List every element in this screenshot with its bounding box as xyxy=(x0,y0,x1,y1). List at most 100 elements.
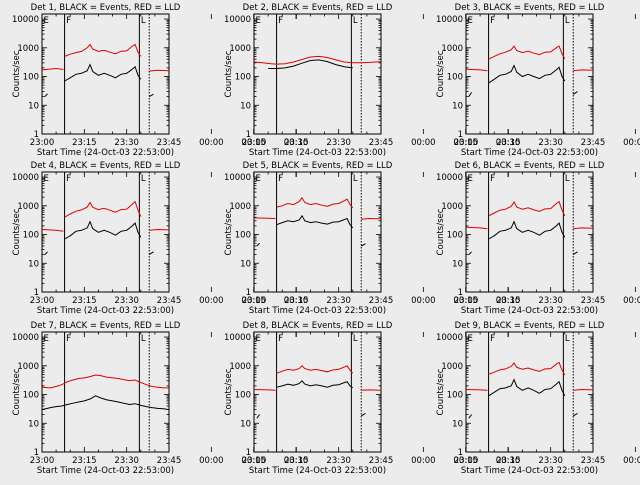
panel-title: Det 2, BLACK = Events, RED = LLD xyxy=(243,3,393,13)
x-axis-label: Start Time (24-Oct-03 22:53:00) xyxy=(37,466,174,476)
x-tick-label: 23:15 xyxy=(496,456,521,466)
x-tick-label: 23:45 xyxy=(157,456,182,466)
panel-det-5: Det 5, BLACK = Events, RED = LLD11010010… xyxy=(224,161,520,316)
panel-det-7: Det 7, BLACK = Events, RED = LLD11010010… xyxy=(12,321,308,476)
y-tick-label: 10 xyxy=(28,101,39,111)
lld-series-line xyxy=(42,230,63,232)
x-tick-label: 00:00 xyxy=(411,456,436,466)
y-axis-label: Counts/sec xyxy=(12,50,22,97)
y-tick-label: 10 xyxy=(452,419,463,429)
flag-label-l: L xyxy=(565,334,570,344)
x-tick-label: 23:00 xyxy=(30,138,55,148)
y-tick-label: 100 xyxy=(235,73,251,83)
events-series-line xyxy=(469,415,472,419)
y-tick-label: 10000 xyxy=(224,173,251,183)
y-tick-label: 10 xyxy=(28,419,39,429)
x-tick-label: 23:30 xyxy=(114,456,139,466)
flag-label-f: F xyxy=(490,174,495,184)
x-tick-label: 00:00 xyxy=(199,296,224,306)
flag-label-e: E xyxy=(468,174,473,184)
x-tick-label: 23:30 xyxy=(326,296,351,306)
events-series-line xyxy=(489,380,565,396)
x-tick-label: 23:15 xyxy=(284,456,309,466)
panel-det-3: Det 3, BLACK = Events, RED = LLD11010010… xyxy=(436,3,640,158)
x-tick-label: 23:30 xyxy=(538,138,563,148)
lld-series-line xyxy=(277,198,353,208)
y-tick-label: 100 xyxy=(23,391,39,401)
y-tick-label: 100 xyxy=(447,231,463,241)
events-series-line xyxy=(45,94,48,97)
panel-det-4: Det 4, BLACK = Events, RED = LLD11010010… xyxy=(12,161,308,316)
panel-det-1: Det 1, BLACK = Events, RED = LLD11010010… xyxy=(12,3,308,158)
panel-title: Det 1, BLACK = Events, RED = LLD xyxy=(31,3,181,13)
x-axis-label: Start Time (24-Oct-03 22:53:00) xyxy=(249,466,386,476)
x-tick-label: 23:45 xyxy=(157,138,182,148)
x-tick-label: 23:15 xyxy=(72,296,97,306)
events-series-line xyxy=(361,413,365,416)
x-tick-label: 23:45 xyxy=(581,138,606,148)
x-tick-label: 23:45 xyxy=(581,456,606,466)
x-tick-label: 23:30 xyxy=(538,456,563,466)
events-series-line xyxy=(42,396,169,410)
lld-series-line xyxy=(149,70,169,71)
flag-label-f: F xyxy=(278,334,283,344)
flag-label-f: F xyxy=(278,174,283,184)
panel-title: Det 9, BLACK = Events, RED = LLD xyxy=(455,321,605,331)
x-tick-label: 23:30 xyxy=(114,296,139,306)
panel-det-6: Det 6, BLACK = Events, RED = LLD11010010… xyxy=(436,161,640,316)
events-series-line xyxy=(277,216,353,228)
x-tick-label: 23:00 xyxy=(242,296,267,306)
x-axis-label: Start Time (24-Oct-03 22:53:00) xyxy=(461,306,598,316)
y-tick-label: 100 xyxy=(235,231,251,241)
events-series-line xyxy=(573,413,577,416)
y-axis-label: Counts/sec xyxy=(436,208,446,255)
lld-series-line xyxy=(466,69,487,71)
x-tick-label: 23:45 xyxy=(369,456,394,466)
lld-series-line xyxy=(254,390,275,391)
x-tick-label: 00:00 xyxy=(411,138,436,148)
lld-series-line xyxy=(489,46,565,59)
x-tick-label: 00:00 xyxy=(623,456,640,466)
lld-series-line xyxy=(573,390,593,391)
y-tick-label: 10000 xyxy=(224,333,251,343)
x-tick-label: 23:00 xyxy=(454,456,479,466)
panel-det-2: Det 2, BLACK = Events, RED = LLD11010010… xyxy=(224,3,520,158)
plot-frame xyxy=(466,172,593,292)
flag-label-e: E xyxy=(44,16,49,26)
y-tick-label: 10000 xyxy=(224,15,251,25)
panel-det-8: Det 8, BLACK = Events, RED = LLD11010010… xyxy=(224,321,520,476)
lld-series-line xyxy=(466,227,487,229)
x-axis-label: Start Time (24-Oct-03 22:53:00) xyxy=(249,306,386,316)
x-tick-label: 23:15 xyxy=(496,138,521,148)
x-tick-label: 23:45 xyxy=(369,296,394,306)
x-tick-label: 23:45 xyxy=(581,296,606,306)
flag-label-f: F xyxy=(490,334,495,344)
events-series-line xyxy=(573,252,577,255)
y-axis-label: Counts/sec xyxy=(12,368,22,415)
lld-series-line xyxy=(466,390,487,391)
y-tick-label: 10000 xyxy=(436,15,463,25)
x-tick-label: 23:00 xyxy=(30,296,55,306)
events-series-line xyxy=(573,92,577,95)
flag-label-l: L xyxy=(141,334,146,344)
x-tick-label: 23:30 xyxy=(538,296,563,306)
flag-label-l: L xyxy=(353,16,358,26)
x-axis-label: Start Time (24-Oct-03 22:53:00) xyxy=(37,306,174,316)
plot-frame xyxy=(42,172,169,292)
lld-series-line xyxy=(42,375,169,388)
x-tick-label: 23:15 xyxy=(72,456,97,466)
y-axis-label: Counts/sec xyxy=(436,50,446,97)
flag-label-e: E xyxy=(256,16,261,26)
plot-frame xyxy=(254,332,381,452)
x-axis-label: Start Time (24-Oct-03 22:53:00) xyxy=(249,148,386,158)
events-series-line xyxy=(65,222,141,239)
events-series-line xyxy=(361,244,365,246)
panel-title: Det 6, BLACK = Events, RED = LLD xyxy=(455,161,605,171)
y-axis-label: Counts/sec xyxy=(224,50,234,97)
y-tick-label: 10 xyxy=(452,259,463,269)
flag-label-l: L xyxy=(353,174,358,184)
x-tick-label: 00:00 xyxy=(199,456,224,466)
x-tick-label: 23:30 xyxy=(326,138,351,148)
